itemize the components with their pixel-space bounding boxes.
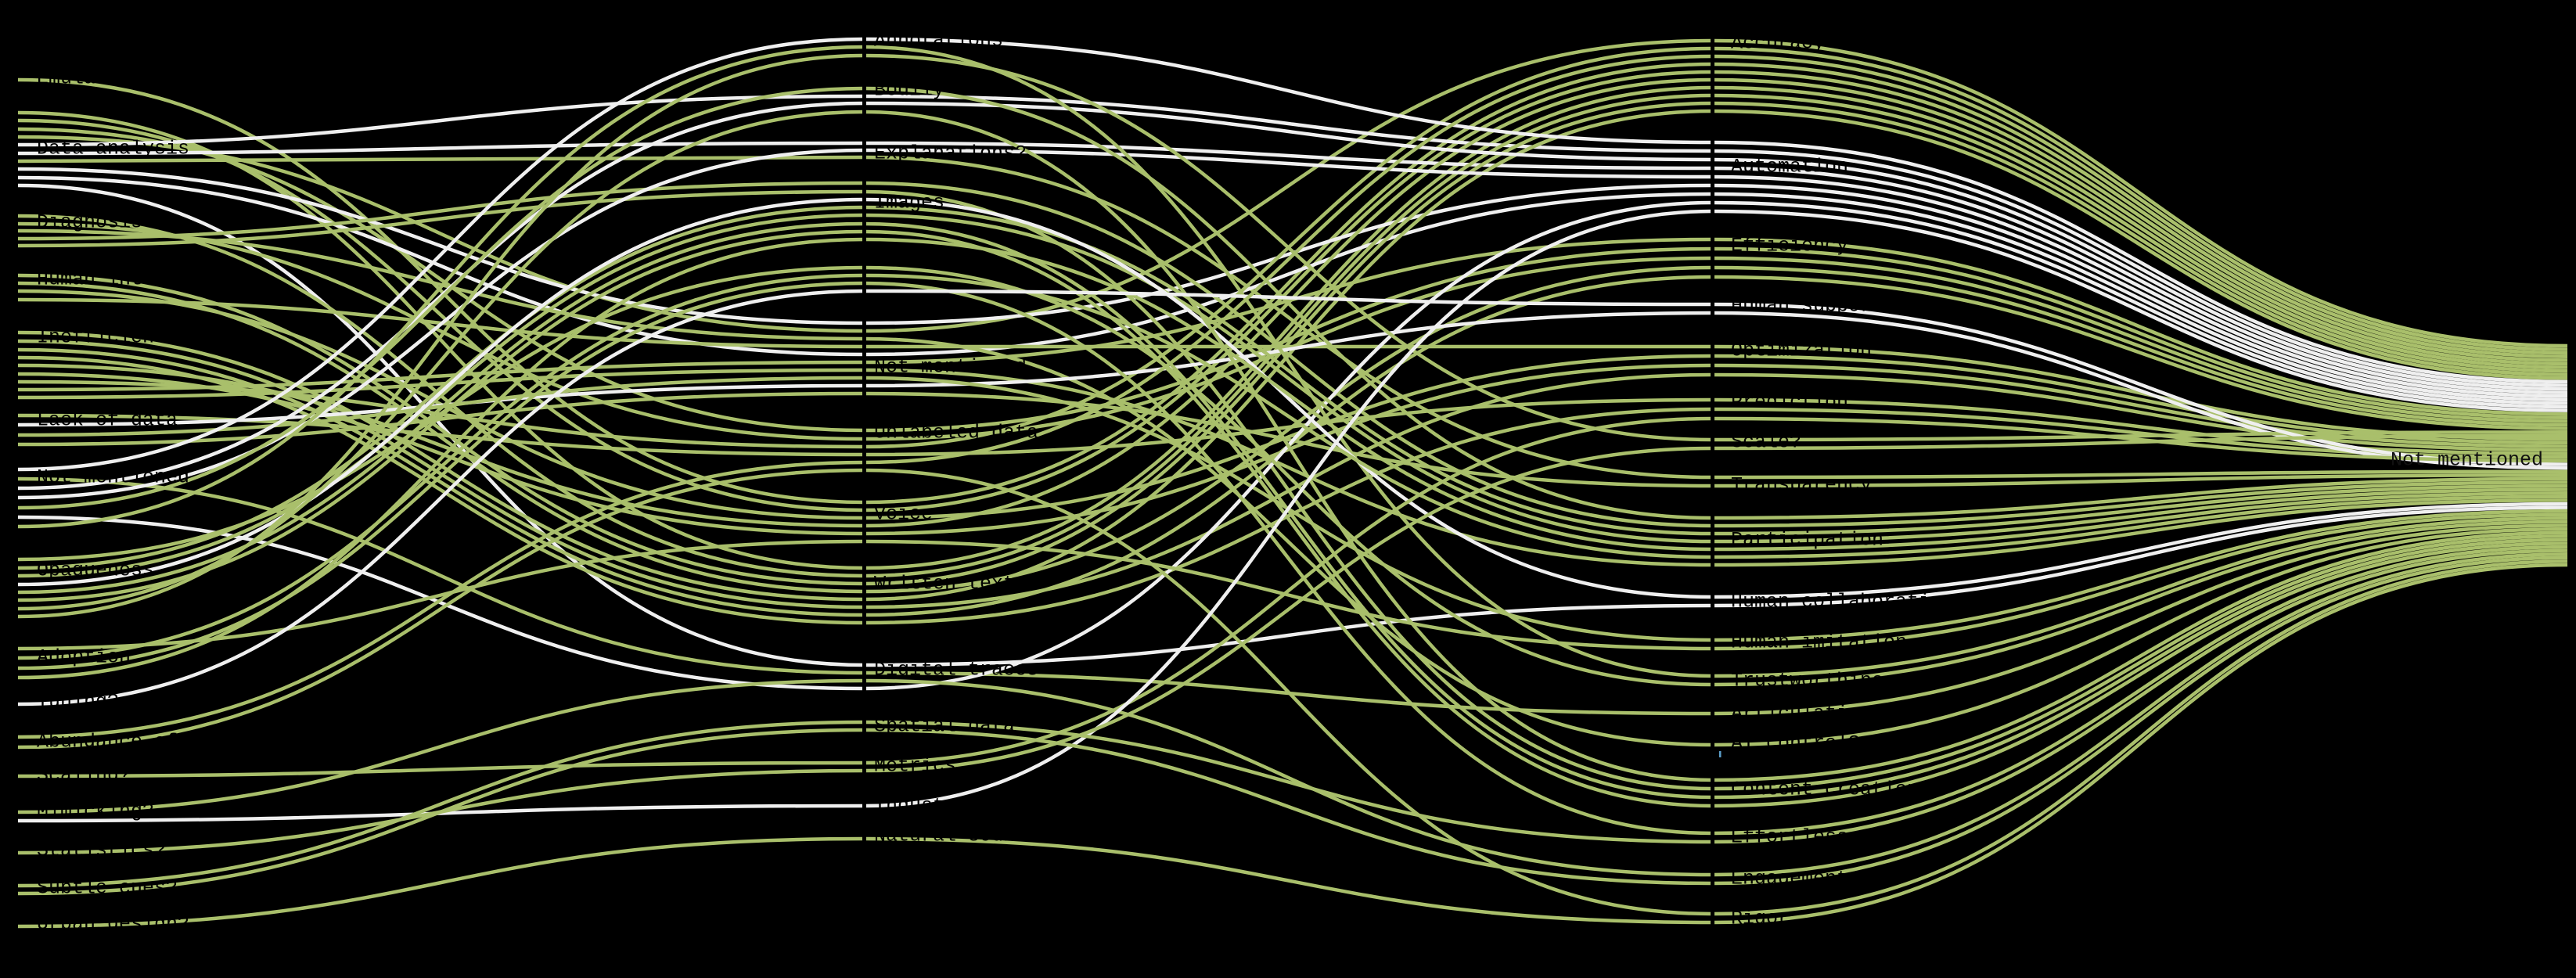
svg-text:Diagnosis: Diagnosis bbox=[37, 211, 142, 234]
svg-text:Industry logs?: Industry logs? bbox=[874, 795, 1038, 818]
svg-text:Automation: Automation bbox=[1731, 156, 1848, 178]
svg-text:Unlabeled data: Unlabeled data bbox=[874, 422, 1038, 444]
svg-text:Abundance of data: Abundance of data bbox=[37, 731, 236, 753]
svg-text:Urban design?: Urban design? bbox=[37, 913, 189, 936]
svg-text:Data analysis: Data analysis bbox=[37, 138, 189, 160]
svg-text:Spatial data: Spatial data bbox=[874, 715, 1015, 738]
svg-text:Not mentioned: Not mentioned bbox=[874, 356, 1027, 379]
svg-text:Engagement: Engagement bbox=[1731, 868, 1848, 890]
svg-text:Human intent?: Human intent? bbox=[37, 268, 189, 291]
svg-text:Mimicking?: Mimicking? bbox=[37, 800, 154, 823]
svg-text:Trustworthiness: Trustworthiness bbox=[1731, 670, 1907, 692]
svg-text:Annotations: Annotations bbox=[874, 30, 1003, 52]
svg-text:Inefficiencies: Inefficiencies bbox=[37, 326, 201, 349]
svg-text:Scale?: Scale? bbox=[1731, 431, 1801, 454]
svg-text:Bodily traces: Bodily traces bbox=[874, 79, 1027, 102]
svg-text:Optimization: Optimization bbox=[1731, 340, 1872, 362]
svg-text:Subtle cues?: Subtle cues? bbox=[37, 877, 178, 900]
svg-text:AI control?: AI control? bbox=[1731, 732, 1860, 755]
svg-text:Articulation?: Articulation? bbox=[1731, 703, 1883, 725]
svg-text:Not mentioned: Not mentioned bbox=[37, 466, 189, 489]
svg-text:Participation: Participation bbox=[1731, 529, 1883, 552]
svg-text:Emulation?: Emulation? bbox=[37, 67, 154, 90]
svg-text:Lack of data: Lack of data bbox=[37, 409, 178, 432]
svg-text:Scaling?: Scaling? bbox=[37, 764, 131, 787]
svg-text:Adoption: Adoption bbox=[37, 646, 131, 669]
svg-text:Opaqueness: Opaqueness bbox=[37, 559, 154, 582]
svg-text:Tuning?: Tuning? bbox=[37, 691, 119, 714]
svg-text:Metrics: Metrics bbox=[874, 755, 956, 778]
svg-text:Written text: Written text bbox=[874, 573, 1015, 595]
svg-text:Human support: Human support bbox=[1731, 295, 1883, 318]
svg-text:Images: Images bbox=[874, 192, 944, 214]
svg-text:Efficiency: Efficiency bbox=[1731, 235, 1848, 257]
svg-text:Effortless: Effortless bbox=[1731, 826, 1848, 849]
svg-text:Explanations?: Explanations? bbox=[874, 142, 1027, 165]
svg-text:Accuracy: Accuracy bbox=[1731, 32, 1825, 55]
svg-text:Prediction: Prediction bbox=[1731, 391, 1848, 414]
svg-text:Rigor: Rigor bbox=[1731, 908, 1790, 930]
svg-text:Transparency: Transparency bbox=[1731, 474, 1872, 497]
svg-text:Human collaboration: Human collaboration bbox=[1731, 591, 1954, 613]
svg-text:Human imitation: Human imitation bbox=[1731, 631, 1907, 654]
svg-text:Statistics?: Statistics? bbox=[37, 840, 166, 862]
svg-text:Voice: Voice bbox=[874, 503, 933, 526]
svg-text:Natural sounds?: Natural sounds? bbox=[874, 825, 1050, 847]
svg-text:Not mentioned: Not mentioned bbox=[2391, 449, 2543, 472]
svg-text:Content creation: Content creation bbox=[1731, 778, 1919, 801]
svg-text:Digital traces: Digital traces bbox=[874, 659, 1038, 681]
